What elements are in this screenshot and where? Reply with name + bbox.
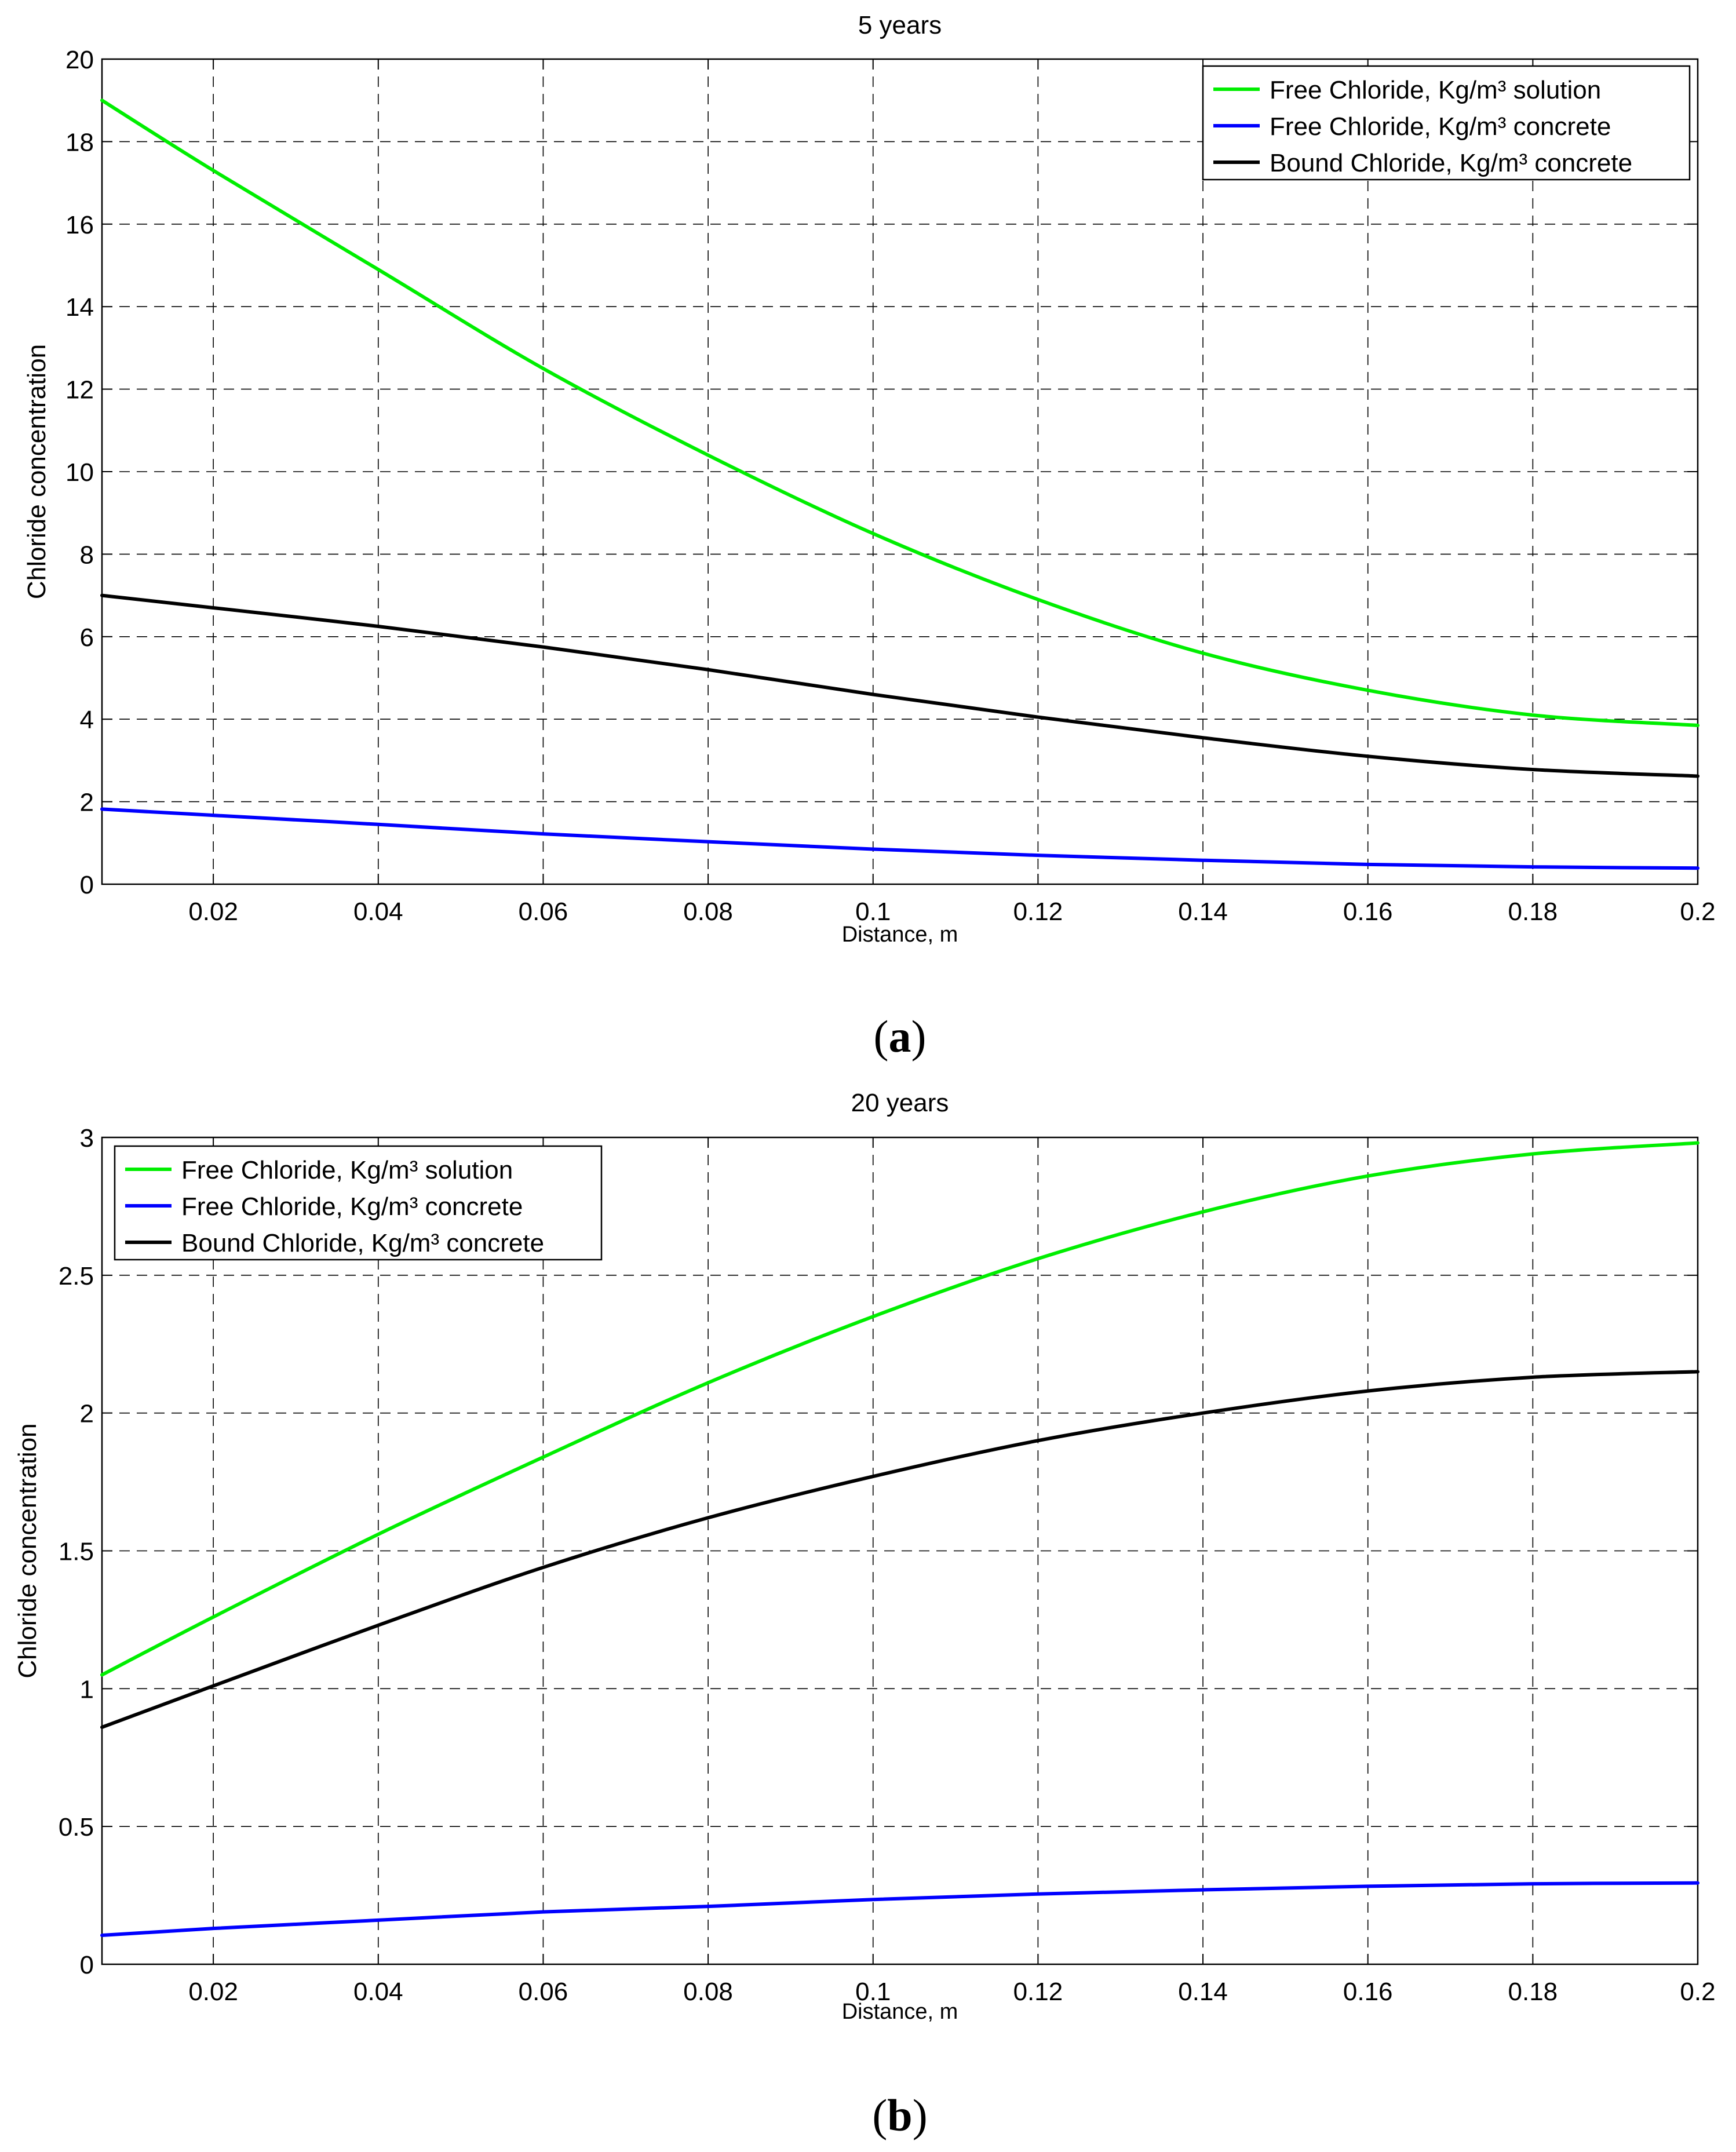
panel-paren-close: ) [911, 1011, 927, 1062]
panel-label: (a) [874, 1011, 927, 1062]
y-tick-label: 0 [80, 871, 94, 899]
legend-label: Free Chloride, Kg/m³ concrete [181, 1192, 523, 1221]
panel-paren-open: ( [874, 1011, 889, 1062]
panel-paren-open: ( [872, 2090, 887, 2140]
panel-label: (b) [872, 2090, 927, 2140]
x-tick-label: 0.04 [353, 898, 403, 926]
series-line [100, 99, 1699, 727]
legend-label: Free Chloride, Kg/m³ solution [1270, 76, 1601, 104]
y-tick-label: 8 [80, 541, 94, 569]
x-tick-label: 0.1 [855, 1978, 891, 2006]
x-tick-label: 0.16 [1343, 898, 1393, 926]
x-tick-label: 0.14 [1178, 1978, 1228, 2006]
y-tick-label: 10 [65, 458, 94, 487]
series-line [100, 807, 1699, 870]
y-tick-label: 0.5 [59, 1813, 94, 1841]
y-tick-label: 12 [65, 376, 94, 404]
legend: Free Chloride, Kg/m³ solution Free Chlori… [1202, 65, 1691, 181]
legend-label: Bound Chloride, Kg/m³ concrete [181, 1229, 544, 1257]
series-line [100, 1370, 1699, 1729]
legend-label: Bound Chloride, Kg/m³ concrete [1270, 149, 1632, 177]
x-tick-label: 0.04 [353, 1978, 403, 2006]
x-tick-label: 0.06 [519, 1978, 568, 2006]
x-tick-label: 0.18 [1508, 898, 1558, 926]
y-tick-label: 20 [65, 46, 94, 74]
panel-letter: b [887, 2090, 912, 2140]
y-tick-label: 1 [80, 1675, 94, 1704]
x-tick-label: 0.2 [1680, 1978, 1715, 2006]
chart-panel-a: 0.02 0.04 0.06 0.08 0.1 0.12 0.14 0.16 0.18 0.2 0 2… [23, 11, 1716, 1062]
y-axis-label: Chloride concentration [13, 1423, 42, 1678]
legend-box [114, 1145, 603, 1261]
y-tick-label: 2.5 [59, 1262, 94, 1290]
y-tick-label: 18 [65, 128, 94, 156]
legend-label: Free Chloride, Kg/m³ solution [181, 1156, 513, 1184]
y-tick-label: 1.5 [59, 1538, 94, 1566]
x-tick-label: 0.1 [855, 898, 891, 926]
x-tick-label: 0.02 [188, 898, 238, 926]
y-tick-label: 2 [80, 1400, 94, 1428]
y-tick-label: 2 [80, 789, 94, 817]
y-tick-label: 3 [80, 1124, 94, 1152]
x-tick-label: 0.14 [1178, 898, 1228, 926]
x-tick-label: 0.02 [188, 1978, 238, 2006]
y-tick-label: 4 [80, 706, 94, 734]
chart-title: 5 years [858, 11, 942, 39]
y-tick-label: 6 [80, 623, 94, 652]
series-line [100, 1141, 1699, 1677]
y-tick-label: 0 [80, 1951, 94, 1979]
x-tick-label: 0.08 [683, 898, 733, 926]
legend-label: Free Chloride, Kg/m³ concrete [1270, 112, 1611, 141]
x-tick-label: 0.06 [519, 898, 568, 926]
x-tick-label: 0.16 [1343, 1978, 1393, 2006]
series-line [100, 593, 1699, 778]
panel-paren-close: ) [913, 2090, 928, 2140]
x-tick-label: 0.18 [1508, 1978, 1558, 2006]
legend-box [1202, 65, 1691, 181]
x-tick-label: 0.08 [683, 1978, 733, 2006]
x-axis-label: Distance, m [842, 922, 958, 947]
y-tick-label: 14 [65, 293, 94, 322]
x-tick-label: 0.2 [1680, 898, 1715, 926]
series-line [100, 1881, 1699, 1938]
y-tick-label: 16 [65, 211, 94, 239]
x-tick-label: 0.12 [1013, 898, 1063, 926]
y-axis-label: Chloride concentration [23, 344, 51, 599]
x-axis-label: Distance, m [842, 2000, 958, 2024]
chart-title: 20 years [851, 1089, 949, 1117]
panel-letter: a [889, 1011, 911, 1062]
x-tick-label: 0.12 [1013, 1978, 1063, 2006]
legend: Free Chloride, Kg/m³ solution Free Chlori… [114, 1145, 603, 1261]
chart-panel-b: 0.02 0.04 0.06 0.08 0.1 0.12 0.14 0.16 0.18 0.2 0 0… [13, 1089, 1716, 2140]
